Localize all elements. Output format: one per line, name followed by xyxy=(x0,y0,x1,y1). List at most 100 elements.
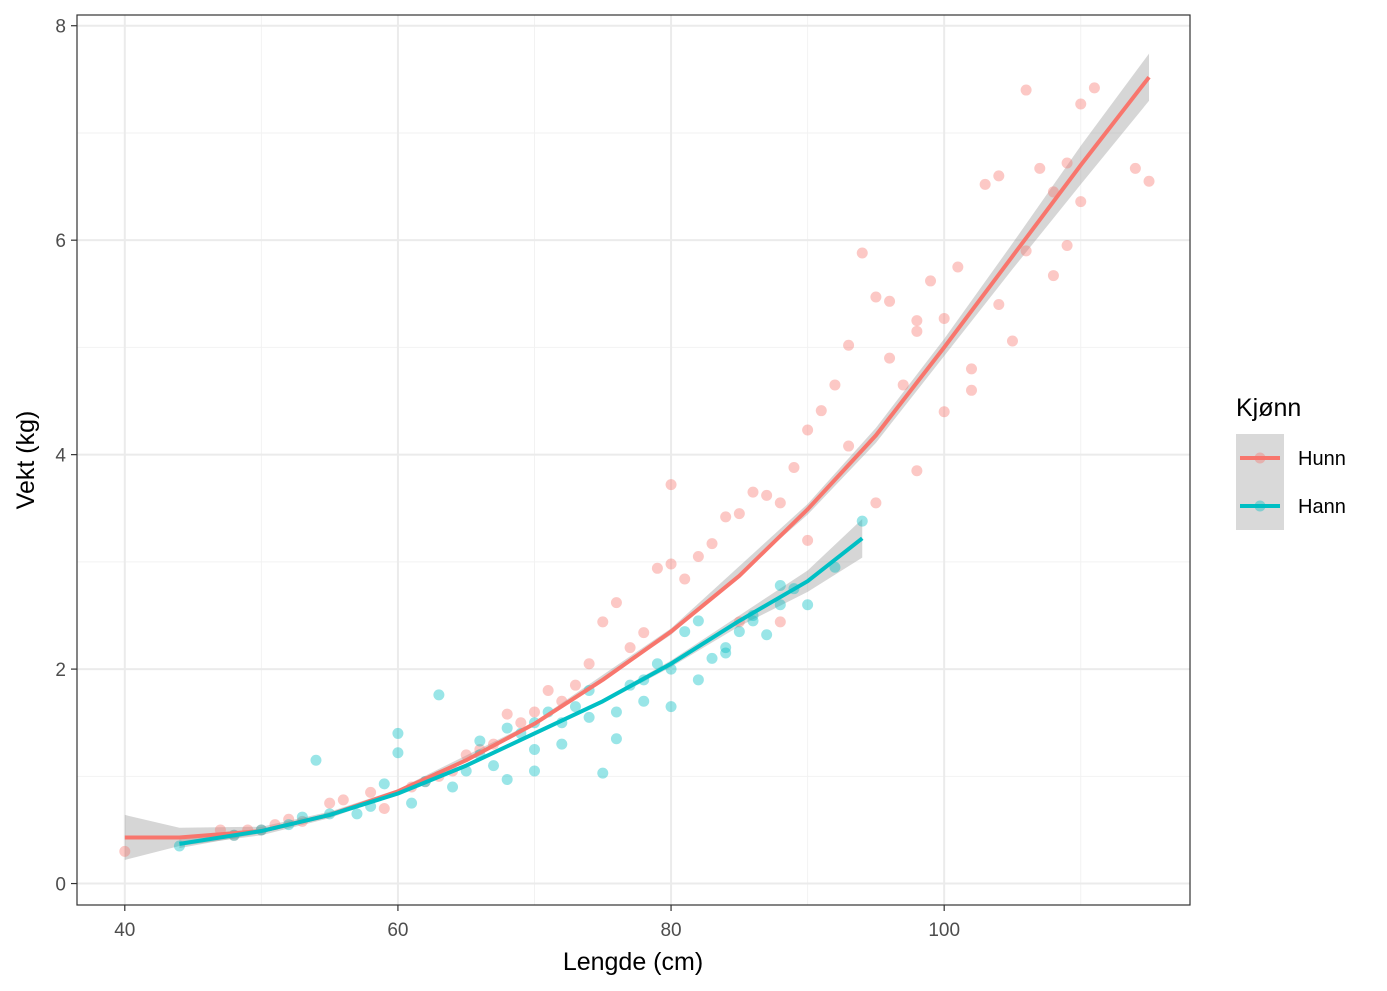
point-hann xyxy=(528,765,540,777)
point-hunn xyxy=(815,405,827,417)
point-hunn xyxy=(583,658,595,670)
point-hunn xyxy=(1034,162,1046,174)
point-hann xyxy=(747,615,759,627)
point-hann xyxy=(610,733,622,745)
fit-lines xyxy=(124,75,1151,846)
point-hunn xyxy=(938,406,950,418)
point-hann xyxy=(488,760,500,772)
point-hunn xyxy=(774,497,786,509)
y-tick-label: 2 xyxy=(55,660,66,681)
legend-label-hunn: Hunn xyxy=(1298,448,1346,470)
point-hunn xyxy=(911,465,923,477)
grid xyxy=(77,15,1190,905)
point-hann xyxy=(720,642,732,654)
point-hunn xyxy=(774,616,786,628)
point-hunn xyxy=(515,717,527,729)
point-hunn xyxy=(733,508,745,520)
point-hann xyxy=(720,647,732,659)
point-hann xyxy=(829,561,841,573)
point-hann xyxy=(733,626,745,638)
point-hunn xyxy=(884,295,896,307)
point-hann xyxy=(774,579,786,591)
point-hunn xyxy=(802,424,814,436)
point-hunn xyxy=(1129,162,1141,174)
point-hunn xyxy=(706,538,718,550)
point-hunn xyxy=(378,802,390,814)
legend-title: Kjønn xyxy=(1236,394,1301,422)
data-points xyxy=(119,82,1155,857)
point-hann xyxy=(583,711,595,723)
fit-line-hann xyxy=(179,536,864,846)
point-hann xyxy=(392,727,404,739)
y-axis-title: Vekt (kg) xyxy=(12,411,40,510)
point-hann xyxy=(528,744,540,756)
point-hunn xyxy=(337,794,349,806)
point-hunn xyxy=(1006,335,1018,347)
point-hunn xyxy=(911,325,923,337)
point-hunn xyxy=(542,685,554,697)
point-hann xyxy=(856,515,868,527)
point-hunn xyxy=(897,379,909,391)
point-hunn xyxy=(638,627,650,639)
point-hann xyxy=(692,615,704,627)
point-hunn xyxy=(651,562,663,574)
point-hunn xyxy=(597,616,609,628)
point-hunn xyxy=(624,642,636,654)
point-hann xyxy=(692,674,704,686)
legend-key-point-hann xyxy=(1254,500,1266,512)
legend-label-hann: Hann xyxy=(1298,496,1346,518)
point-hunn xyxy=(1061,157,1073,169)
point-hunn xyxy=(843,440,855,452)
point-hunn xyxy=(843,339,855,351)
point-hann xyxy=(706,652,718,664)
point-hunn xyxy=(692,551,704,563)
point-hunn xyxy=(1020,84,1032,96)
point-hunn xyxy=(856,247,868,259)
legend-key-point-hunn xyxy=(1254,452,1266,464)
point-hunn xyxy=(610,597,622,609)
point-hunn xyxy=(679,573,691,585)
x-tick-label: 80 xyxy=(660,920,681,941)
point-hann xyxy=(597,767,609,779)
point-hunn xyxy=(665,479,677,491)
point-hunn xyxy=(911,315,923,327)
x-tick-label: 100 xyxy=(928,920,960,941)
point-hann xyxy=(802,599,814,611)
point-hann xyxy=(351,808,363,820)
point-hunn xyxy=(665,558,677,570)
point-hann xyxy=(310,754,322,766)
point-hunn xyxy=(528,706,540,718)
point-hunn xyxy=(870,497,882,509)
point-hunn xyxy=(952,261,964,273)
point-hunn xyxy=(965,363,977,375)
point-hunn xyxy=(979,178,991,190)
point-hunn xyxy=(993,170,1005,182)
point-hunn xyxy=(1075,196,1087,208)
point-hann xyxy=(433,689,445,701)
point-hunn xyxy=(1061,240,1073,252)
point-hunn xyxy=(925,275,937,287)
point-hunn xyxy=(1047,270,1059,282)
point-hann xyxy=(569,701,581,713)
point-hann xyxy=(474,735,486,747)
point-hann xyxy=(638,695,650,707)
point-hann xyxy=(774,599,786,611)
point-hann xyxy=(610,706,622,718)
point-hunn xyxy=(1020,245,1032,257)
point-hunn xyxy=(938,312,950,324)
point-hunn xyxy=(802,534,814,546)
y-tick-label: 8 xyxy=(55,17,66,38)
point-hunn xyxy=(1088,82,1100,94)
plot-panel-background xyxy=(77,15,1190,905)
y-tick-label: 6 xyxy=(55,231,66,252)
point-hunn xyxy=(501,708,513,720)
point-hann xyxy=(665,701,677,713)
point-hunn xyxy=(884,352,896,364)
point-hann xyxy=(392,747,404,759)
point-hunn xyxy=(1143,175,1155,187)
point-hunn xyxy=(747,486,759,498)
point-hunn xyxy=(788,462,800,474)
point-hunn xyxy=(569,679,581,691)
point-hunn xyxy=(720,511,732,523)
